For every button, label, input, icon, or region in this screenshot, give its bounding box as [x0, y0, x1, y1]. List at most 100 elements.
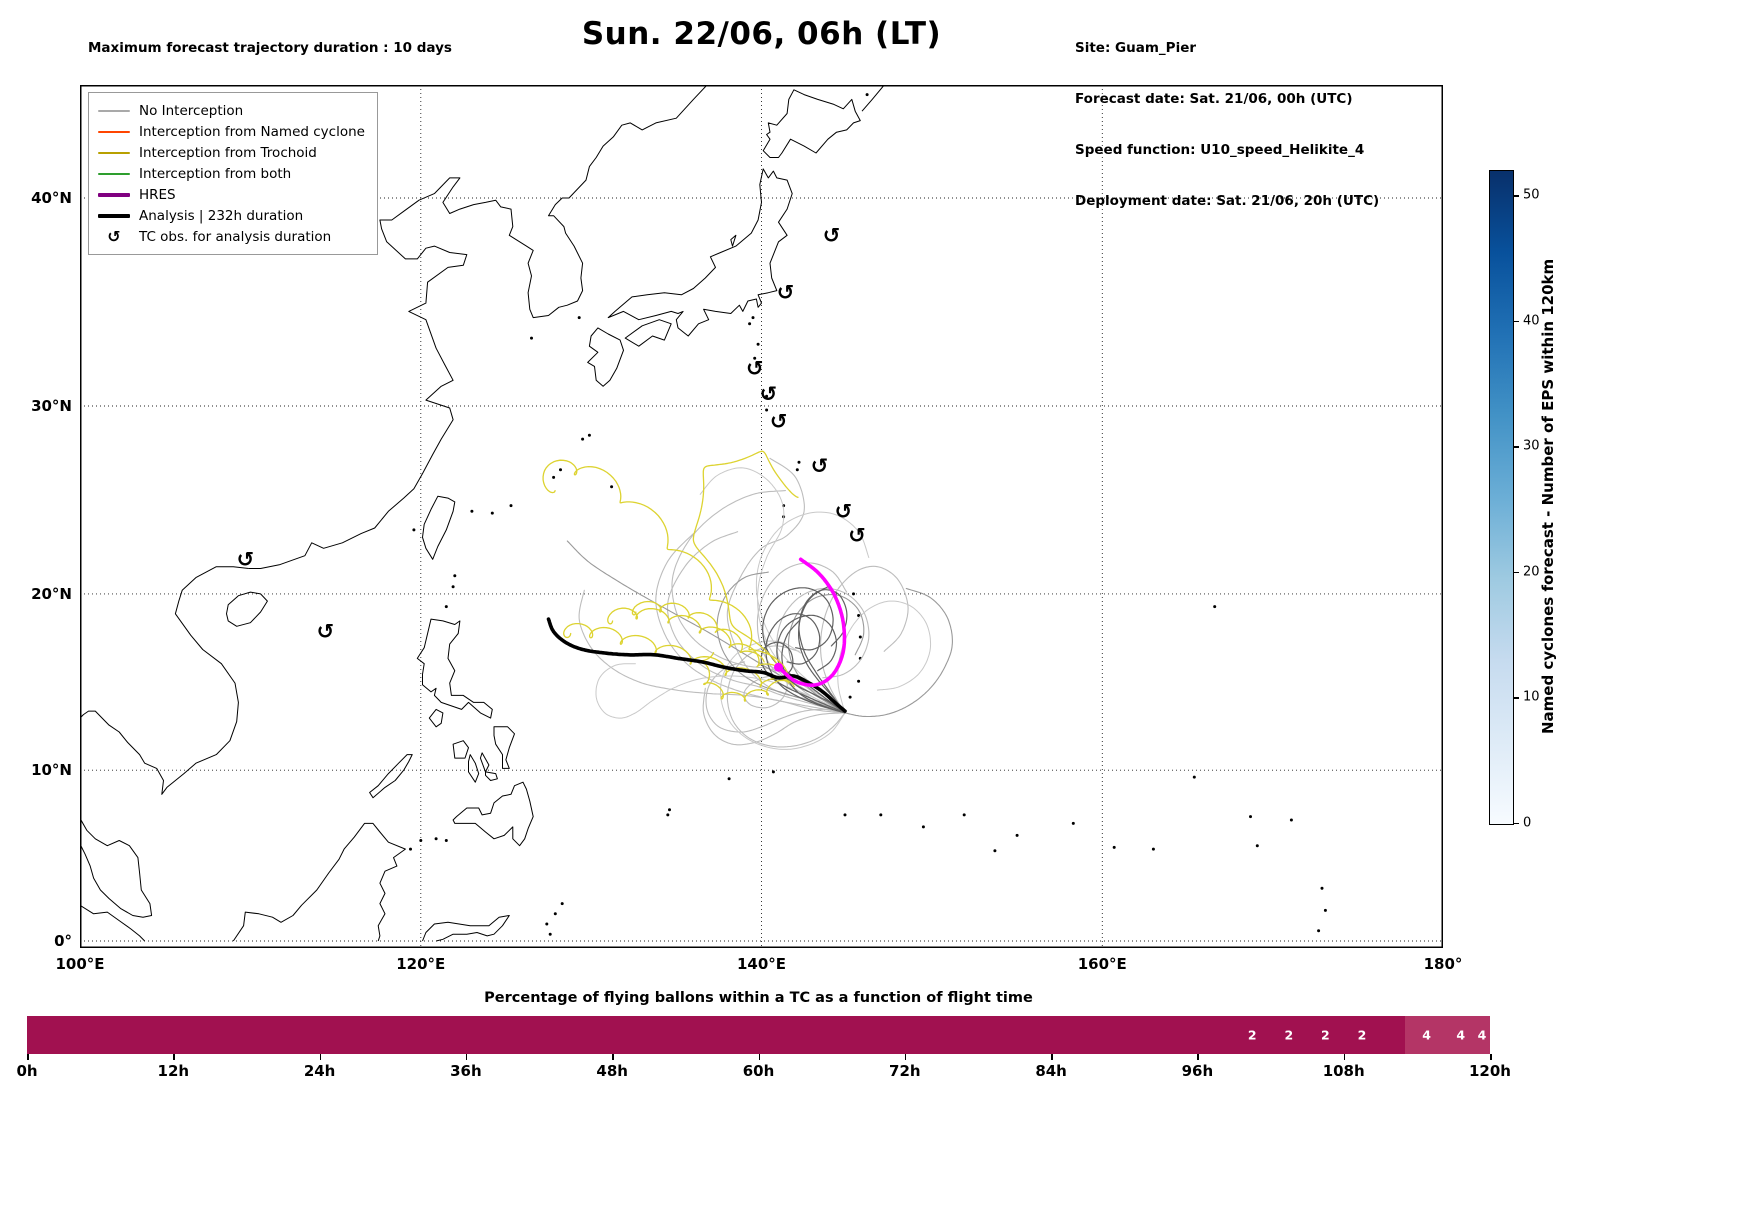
strip-title: Percentage of flying ballons within a TC… [484, 990, 1033, 1006]
colorbar-tick-label: 20 [1523, 564, 1540, 580]
hres-track [776, 557, 847, 687]
site-line: Forecast date: Sat. 21/06, 00h (UTC) [1075, 91, 1353, 107]
y-tick-label: 40°N [31, 189, 72, 207]
trochoid-member [542, 459, 788, 674]
x-tick-label: 100°E [55, 955, 105, 973]
coastline-luzon [416, 618, 493, 719]
strip-axis-label: 12h [157, 1062, 190, 1080]
island-dot [412, 528, 416, 532]
strip-axis-label: 72h [889, 1062, 921, 1080]
strip-axis-label: 36h [450, 1062, 482, 1080]
strip-axis-tick [173, 1054, 175, 1060]
legend-line-swatch [98, 172, 130, 175]
island-dot [470, 509, 474, 513]
coastline-hainan [226, 591, 268, 627]
tc-obs-icon: ↺ [811, 454, 829, 478]
strip-bar [27, 1016, 1490, 1054]
island-dot [848, 695, 852, 699]
island-dot [921, 825, 925, 829]
strip-value-label: 2 [1247, 1027, 1257, 1043]
island-dot [858, 635, 862, 639]
eps-member [655, 533, 846, 714]
island-dot [409, 847, 412, 851]
island-dot [852, 592, 855, 596]
strip-value-label: 2 [1357, 1027, 1367, 1043]
coastline-palawan [369, 754, 413, 799]
legend-item: Analysis | 232h duration [98, 205, 365, 226]
strip-axis-tick [319, 1054, 322, 1060]
site-info: Site: Guam_Pier Forecast date: Sat. 21/0… [1075, 6, 1379, 244]
strip-axis-label: 120h [1469, 1062, 1511, 1080]
island-dot [509, 504, 513, 508]
colorbar-tick-label: 50 [1523, 187, 1540, 203]
island-dot [587, 433, 591, 437]
island-dot [1015, 833, 1019, 837]
legend-line-swatch [98, 109, 130, 112]
strip-value-label: 2 [1321, 1027, 1330, 1043]
legend-swatch [98, 192, 130, 197]
island-dot [1317, 929, 1321, 933]
coastline-cebu [479, 752, 490, 773]
x-tick-label: 120°E [396, 955, 446, 973]
tc-obs-icon: ↺ [770, 410, 788, 434]
strip-axis-label: 60h [742, 1062, 775, 1080]
strip-axis-label: 48h [596, 1062, 628, 1080]
colorbar-gradient [1489, 170, 1514, 825]
island-dot [1071, 821, 1075, 825]
island-dot [530, 336, 533, 340]
legend-swatch [98, 213, 130, 218]
eps-member [595, 663, 846, 719]
site-line: Site: Guam_Pier [1075, 40, 1197, 56]
eps-member [798, 589, 848, 714]
island-dot [668, 808, 671, 812]
colorbar-tick [1514, 320, 1519, 323]
legend-swatch [98, 130, 130, 133]
y-tick-label: 30°N [31, 397, 72, 416]
eps-member [844, 587, 953, 718]
tc-obs-icon: ↺ [236, 547, 254, 571]
colorbar-tick-label: 0 [1523, 815, 1532, 831]
legend-label: Interception from Named cyclone [139, 123, 365, 140]
coastline-bohol [485, 771, 498, 781]
coastline-samar-leyte [493, 726, 515, 769]
y-tick-label: 0° [54, 932, 72, 950]
island-dot [444, 839, 448, 842]
colorbar-tick [1514, 446, 1519, 448]
island-dot [879, 813, 883, 817]
strip-axis-tick [465, 1054, 468, 1060]
x-tick-label: 180° [1423, 955, 1463, 973]
strip-axis-tick [612, 1054, 614, 1060]
coastline-negros [468, 754, 480, 783]
legend-label: Interception from both [139, 165, 292, 182]
legend-line-swatch [98, 213, 130, 218]
coastline-taiwan [422, 495, 456, 560]
tc-obs-icon: ↺ [777, 281, 795, 305]
legend-item: Interception from Trochoid [98, 142, 365, 163]
island-dot [545, 922, 549, 926]
trochoid-member [631, 600, 765, 663]
strip-value-label: 4 [1456, 1027, 1466, 1043]
island-dot [1249, 815, 1252, 819]
coastline-shikoku [624, 319, 672, 347]
y-tick-label: 10°N [31, 761, 72, 780]
legend-swatch [98, 151, 130, 154]
island-dot [843, 813, 847, 817]
coastline-borneo [232, 822, 406, 942]
trochoid-member [698, 652, 790, 702]
island-dot [552, 475, 556, 479]
site-line: Deployment date: Sat. 21/06, 20h (UTC) [1075, 193, 1380, 209]
map-border [80, 85, 1443, 948]
strip-axis-label: 84h [1035, 1062, 1067, 1080]
eps-member [760, 641, 846, 714]
param-line: Maximum forecast trajectory duration : 1… [88, 40, 452, 56]
island-dot [451, 585, 455, 589]
island-dot [771, 770, 775, 774]
eps-member [820, 565, 909, 714]
eps-member [798, 586, 846, 714]
legend-item: Interception from both [98, 163, 365, 184]
coastline-honshu [607, 168, 793, 337]
island-dot [581, 437, 585, 441]
colorbar-tick [1514, 823, 1519, 825]
